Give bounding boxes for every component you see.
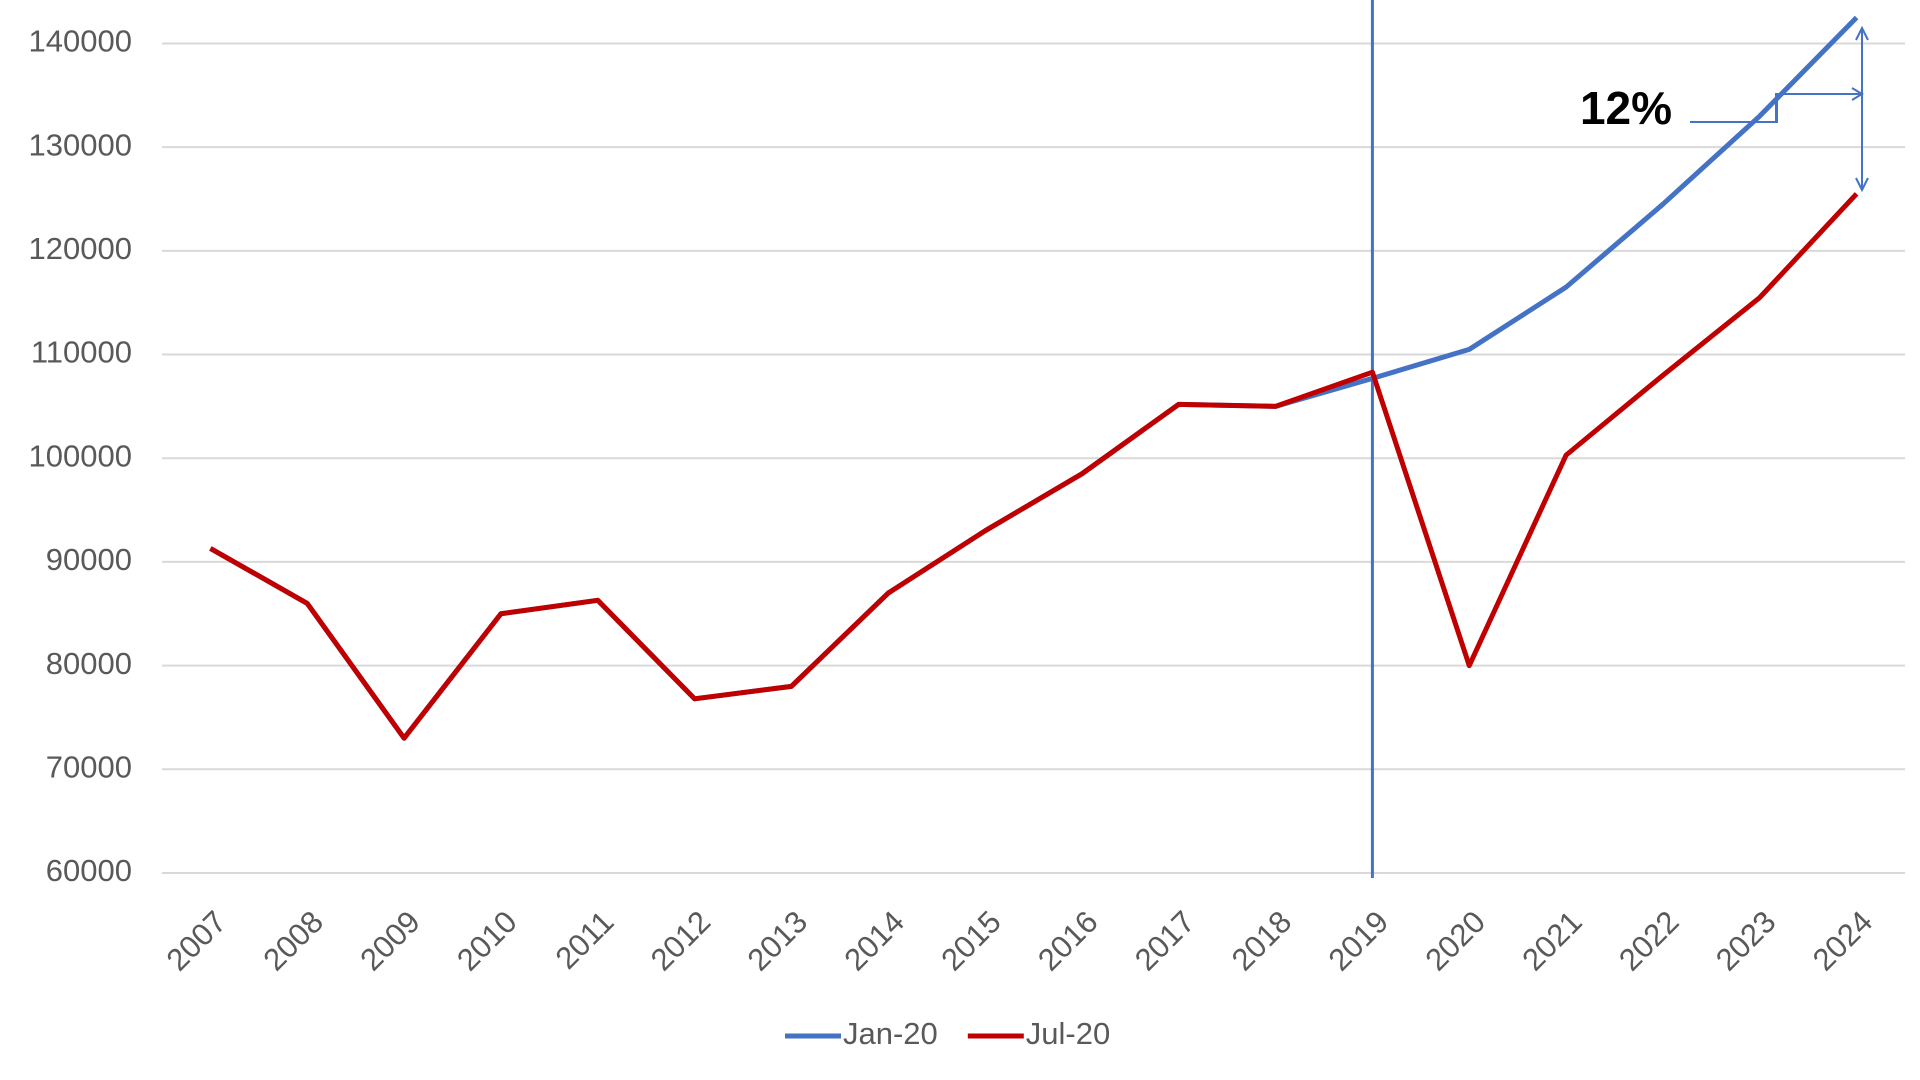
y-tick-label: 100000 xyxy=(29,438,132,473)
y-tick-label: 90000 xyxy=(46,542,132,577)
y-tick-label: 120000 xyxy=(29,231,132,266)
y-tick-label: 70000 xyxy=(46,749,132,784)
legend-label: Jul-20 xyxy=(1026,1016,1110,1051)
annotation-arrows xyxy=(1690,25,1869,193)
series-line xyxy=(209,192,1859,741)
y-tick-label: 80000 xyxy=(46,646,132,681)
legend-label: Jan-20 xyxy=(843,1016,938,1051)
y-tick-label: 140000 xyxy=(29,24,132,59)
y-tick-label: 110000 xyxy=(31,335,132,370)
grid xyxy=(162,42,1905,874)
y-tick-label: 60000 xyxy=(46,853,132,888)
plot xyxy=(209,0,1859,878)
annotation: 12% xyxy=(1580,82,1672,134)
y-tick-label: 130000 xyxy=(29,127,132,162)
